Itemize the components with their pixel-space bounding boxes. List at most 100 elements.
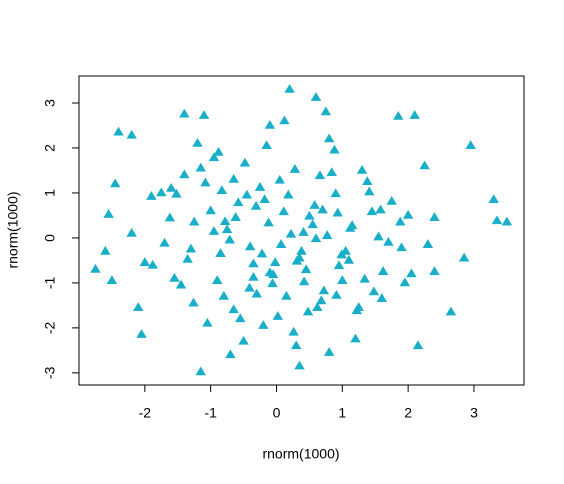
point [283,189,294,199]
point [284,83,295,93]
point [386,195,397,205]
point [291,340,302,350]
point [429,212,440,221]
x-tick-label: 3 [470,405,478,421]
point [244,282,255,292]
y-axis-label: rnorm(1000) [5,191,21,268]
point [396,242,407,252]
point [359,273,370,283]
point [213,146,224,156]
point [238,335,249,345]
point [491,215,503,225]
point [100,245,111,255]
point [267,278,278,288]
point [326,167,338,177]
point [195,366,207,376]
point [333,260,345,270]
point [208,152,220,162]
point [205,205,216,215]
y-tick-label: -2 [42,321,58,334]
point [302,306,314,316]
point [264,119,276,129]
point [395,216,406,226]
point [90,263,101,273]
point [323,133,335,143]
point [264,267,276,277]
point [233,197,244,207]
point [228,304,239,314]
point [419,160,430,170]
y-tick-label: -1 [42,276,58,289]
point [312,302,323,311]
point [402,209,414,219]
point [288,326,299,336]
point [156,187,167,197]
point [310,92,322,101]
point [165,182,177,192]
point [331,289,342,299]
point [406,268,417,278]
point [368,286,380,296]
point [321,230,333,239]
point [179,108,190,118]
point [350,333,361,343]
point [192,137,203,147]
point [362,176,373,185]
point [376,293,388,302]
point [263,217,274,227]
point [198,110,210,119]
point [188,297,199,307]
y-tick-label: 0 [42,234,58,242]
point [272,311,284,320]
point [136,329,147,338]
point [337,275,348,284]
point [241,189,253,199]
point [356,164,368,174]
point [307,219,318,229]
point [269,257,281,266]
point [175,279,187,289]
point [343,254,355,264]
point [445,306,457,316]
point [309,200,320,209]
point [256,248,268,258]
point [261,140,272,150]
x-tick-label: -2 [139,405,152,421]
point [320,106,332,116]
point [294,360,305,370]
x-tick-label: -1 [204,405,217,421]
point [323,347,335,356]
point [318,285,330,295]
point [281,290,292,300]
point [169,272,180,282]
point [332,207,343,217]
point [225,349,236,359]
point [465,140,476,150]
point [304,210,315,220]
x-tick-label: 1 [338,405,346,421]
point [146,191,157,200]
point [317,204,328,214]
point [310,233,322,243]
point [182,254,193,263]
x-tick-label: 2 [404,405,412,421]
point [113,126,124,136]
point [250,200,262,210]
point [171,188,182,198]
point [422,239,434,248]
point [329,144,340,154]
point [212,275,223,284]
point [133,302,144,311]
point [399,277,411,287]
point [219,216,231,226]
point [366,206,378,216]
point [314,170,326,180]
point [126,129,137,139]
point [235,313,246,323]
point [409,110,420,119]
point [412,340,424,350]
point [126,227,137,237]
point [285,228,297,238]
point [316,295,327,305]
point [139,257,151,266]
